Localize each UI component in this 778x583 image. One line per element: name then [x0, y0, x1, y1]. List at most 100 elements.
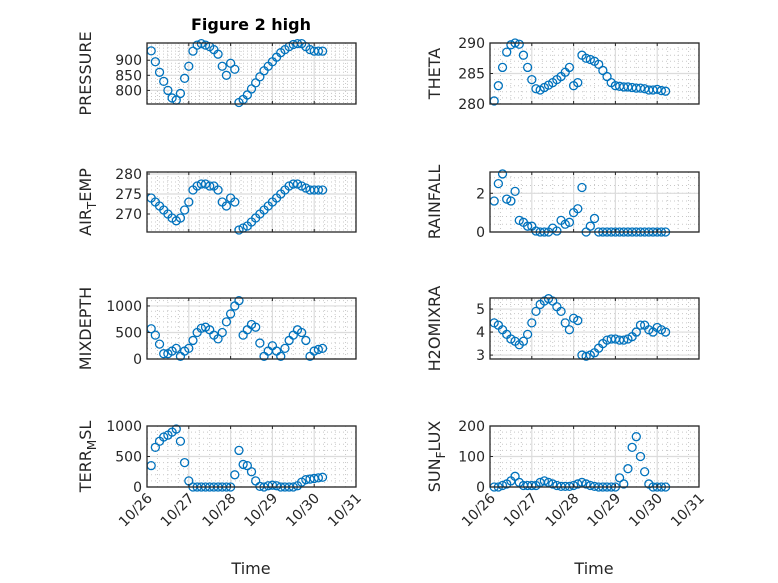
y-tick-label: 500	[115, 325, 142, 341]
data-point	[230, 470, 240, 480]
data-point	[251, 322, 261, 332]
data-point	[317, 185, 328, 195]
data-point	[598, 65, 608, 76]
y-axis-label: TERRMSL	[76, 421, 99, 494]
data-point	[221, 201, 232, 211]
data-point	[221, 317, 232, 327]
data-point	[573, 315, 583, 326]
y-tick-label: 100	[458, 450, 485, 466]
data-point	[510, 186, 520, 197]
y-tick-label: 3	[476, 348, 485, 364]
x-tick-label: 10/31	[668, 491, 708, 531]
data-point	[619, 335, 629, 345]
data-point	[313, 344, 324, 355]
data-point	[159, 349, 169, 359]
y-tick-label: 280	[458, 97, 485, 113]
y-tick-label: 500	[115, 450, 142, 466]
data-point	[297, 327, 307, 338]
y-axis-label: SUNFLUX	[425, 421, 448, 493]
data-point	[188, 46, 198, 56]
data-point	[175, 88, 186, 99]
subplot-air-temp: 270 275 280 AIRTEMP	[76, 167, 357, 236]
data-point	[594, 59, 604, 69]
subplot-rainfall: 0 2 RAINFALL	[425, 165, 700, 241]
axes-box	[146, 42, 357, 105]
y-tick-label: 4	[476, 325, 485, 341]
data-point	[188, 335, 198, 346]
x-axis-label-right: Time	[573, 559, 613, 578]
data-point	[573, 204, 583, 214]
x-tick-label: 10/26	[459, 490, 499, 530]
data-point	[522, 329, 533, 340]
data-point	[514, 215, 524, 226]
data-point	[309, 346, 319, 356]
axes-box	[489, 171, 700, 233]
data-point	[184, 61, 194, 71]
data-point	[150, 57, 161, 67]
data-point	[522, 62, 533, 73]
data-point	[497, 480, 508, 491]
data-point	[234, 296, 244, 306]
data-point	[640, 467, 650, 477]
data-point	[225, 309, 236, 319]
x-tick-label: 10/30	[283, 491, 323, 531]
data-point	[518, 336, 529, 346]
data-point	[230, 64, 240, 74]
data-point	[200, 40, 211, 50]
y-tick-label: 0	[133, 352, 142, 368]
data-point	[184, 343, 194, 354]
data-point	[217, 327, 227, 338]
y-tick-label: 290	[458, 36, 485, 52]
y-axis-label: PRESSURE	[76, 31, 95, 115]
data-point	[251, 78, 261, 88]
data-point	[548, 479, 558, 489]
axes-box	[146, 297, 357, 360]
y-tick-label: 275	[115, 187, 142, 203]
y-tick-label: 1000	[106, 419, 142, 435]
y-axis-label: MIXDEPTH	[76, 287, 95, 370]
figure-title: Figure 2 high	[191, 15, 311, 34]
data-point	[150, 330, 161, 340]
data-point	[510, 471, 520, 481]
data-point	[527, 480, 537, 491]
data-point	[568, 480, 579, 491]
data-point	[255, 338, 265, 348]
data-point	[635, 83, 646, 93]
x-axis-label-left: Time	[230, 559, 270, 578]
data-point	[159, 432, 169, 442]
data-point	[552, 226, 562, 236]
data-point	[627, 442, 637, 453]
data-point	[276, 351, 286, 361]
y-tick-label: 0	[133, 480, 142, 496]
x-tick-label: 10/30	[626, 491, 666, 531]
data-point	[497, 169, 508, 179]
data-point	[631, 432, 641, 442]
y-tick-label: 280	[115, 167, 142, 183]
data-point	[267, 480, 278, 490]
data-point	[556, 306, 566, 317]
data-point	[585, 221, 595, 231]
data-point	[246, 467, 257, 477]
data-point	[589, 213, 600, 224]
data-point	[179, 73, 190, 83]
data-point	[313, 185, 324, 195]
data-point	[179, 457, 190, 468]
x-tick-label: 10/31	[325, 491, 365, 531]
data-point	[631, 327, 641, 337]
data-point	[317, 472, 328, 482]
data-point	[242, 90, 252, 100]
data-point	[514, 39, 524, 49]
data-point	[581, 53, 591, 63]
y-tick-label: 800	[115, 83, 142, 99]
data-point	[581, 479, 591, 489]
data-point	[184, 197, 194, 207]
data-point	[560, 318, 570, 328]
data-point	[230, 197, 240, 207]
y-axis-label: AIRTEMP	[76, 168, 99, 236]
data-point	[502, 194, 512, 204]
data-point	[317, 343, 328, 354]
data-point	[660, 327, 671, 337]
data-point	[242, 460, 252, 471]
y-tick-label: 5	[476, 302, 485, 318]
